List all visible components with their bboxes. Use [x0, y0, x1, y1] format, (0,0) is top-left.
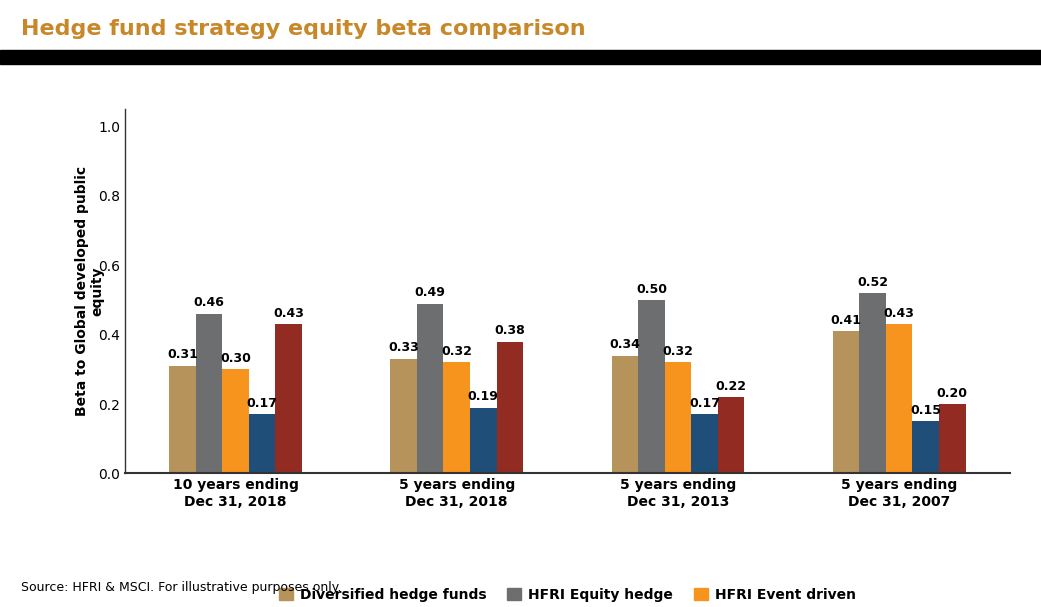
Bar: [416, 304, 443, 473]
Text: 0.43: 0.43: [884, 307, 915, 320]
Bar: [275, 324, 302, 473]
Bar: [691, 415, 718, 473]
Text: 0.49: 0.49: [414, 286, 446, 299]
Text: 0.46: 0.46: [194, 296, 225, 310]
Bar: [443, 362, 471, 473]
Y-axis label: Beta to Global developed public
equity: Beta to Global developed public equity: [75, 166, 105, 416]
Bar: [249, 415, 275, 473]
Text: 0.31: 0.31: [167, 348, 198, 361]
Bar: [833, 331, 860, 473]
Bar: [860, 293, 886, 473]
Bar: [223, 370, 249, 473]
Text: 0.34: 0.34: [609, 338, 640, 351]
Text: 0.38: 0.38: [494, 324, 526, 337]
Text: 0.41: 0.41: [831, 314, 862, 327]
Bar: [390, 359, 416, 473]
Text: 0.15: 0.15: [910, 404, 941, 417]
Text: 0.52: 0.52: [857, 276, 888, 288]
Bar: [471, 407, 497, 473]
Bar: [912, 421, 939, 473]
Text: 0.22: 0.22: [715, 379, 746, 393]
Text: Source: HFRI & MSCI. For illustrative purposes only.: Source: HFRI & MSCI. For illustrative pu…: [21, 581, 341, 594]
Text: 0.50: 0.50: [636, 282, 667, 296]
Bar: [169, 366, 196, 473]
Text: 0.19: 0.19: [467, 390, 499, 403]
Bar: [611, 356, 638, 473]
Bar: [718, 397, 744, 473]
Text: 0.43: 0.43: [273, 307, 304, 320]
Text: 0.20: 0.20: [937, 387, 968, 399]
Bar: [196, 314, 223, 473]
Text: 0.33: 0.33: [388, 342, 420, 354]
Bar: [638, 300, 665, 473]
Text: 0.32: 0.32: [441, 345, 473, 358]
Bar: [664, 362, 691, 473]
Text: 0.17: 0.17: [247, 397, 278, 410]
Bar: [939, 404, 966, 473]
Text: 0.17: 0.17: [689, 397, 720, 410]
Bar: [886, 324, 912, 473]
Text: Hedge fund strategy equity beta comparison: Hedge fund strategy equity beta comparis…: [21, 19, 585, 39]
Text: 0.30: 0.30: [220, 352, 251, 365]
Text: 0.32: 0.32: [662, 345, 693, 358]
Bar: [497, 342, 523, 473]
